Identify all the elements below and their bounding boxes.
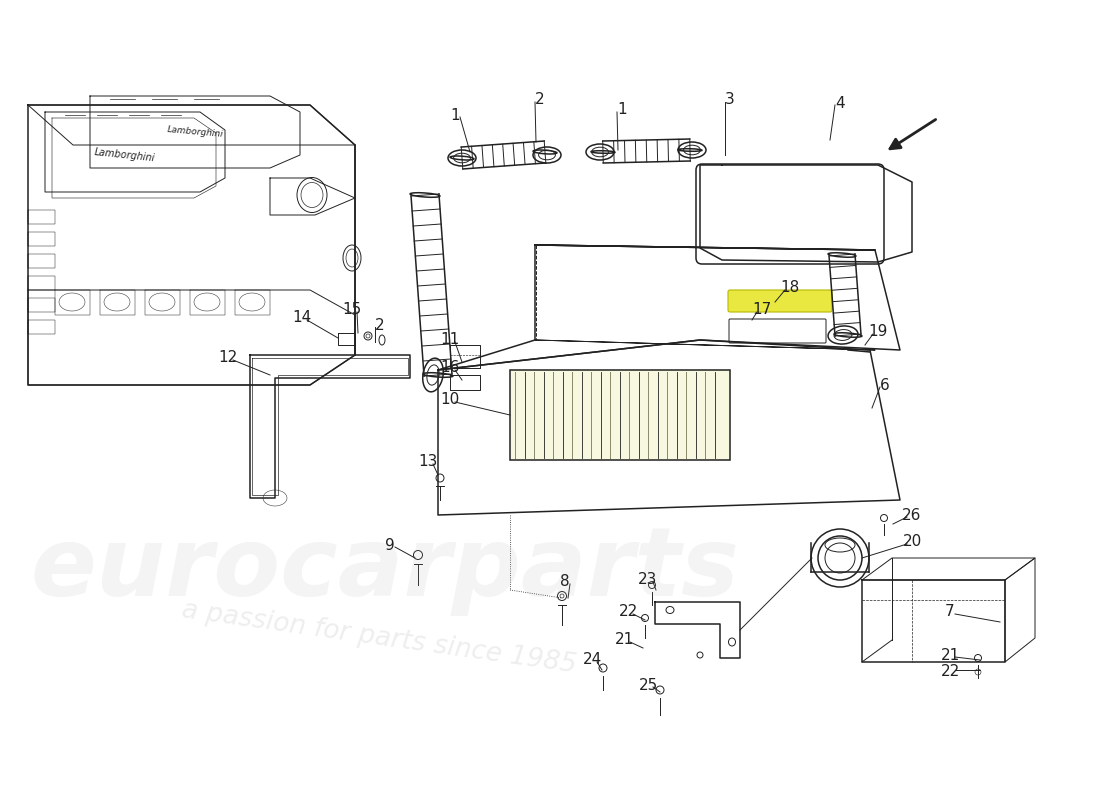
Text: 16: 16 (440, 361, 460, 375)
Text: 22: 22 (940, 665, 959, 679)
Text: 6: 6 (880, 378, 890, 393)
Text: 21: 21 (940, 647, 959, 662)
Text: 20: 20 (902, 534, 922, 550)
Text: 11: 11 (440, 333, 460, 347)
Text: 15: 15 (342, 302, 362, 318)
Text: 10: 10 (440, 393, 460, 407)
Text: 25: 25 (638, 678, 658, 693)
Text: 1: 1 (617, 102, 627, 118)
Text: 3: 3 (725, 93, 735, 107)
Text: 12: 12 (219, 350, 238, 366)
Text: 22: 22 (618, 605, 638, 619)
Text: Lamborghini: Lamborghini (166, 125, 223, 139)
Text: 21: 21 (615, 633, 635, 647)
Text: 14: 14 (293, 310, 311, 326)
Text: a passion for parts since 1985: a passion for parts since 1985 (180, 598, 579, 678)
Text: 18: 18 (780, 281, 800, 295)
Text: 1: 1 (450, 107, 460, 122)
Text: 13: 13 (418, 454, 438, 470)
Text: 8: 8 (560, 574, 570, 590)
Text: eurocarparts: eurocarparts (30, 523, 739, 617)
Text: 2: 2 (536, 93, 544, 107)
Text: 26: 26 (902, 507, 922, 522)
Text: 17: 17 (752, 302, 771, 318)
Text: 7: 7 (945, 605, 955, 619)
Text: 2: 2 (375, 318, 385, 333)
Bar (510, 370, 730, 460)
FancyBboxPatch shape (728, 290, 832, 312)
Text: 9: 9 (385, 538, 395, 553)
Text: Lamborghini: Lamborghini (95, 147, 156, 163)
Text: 4: 4 (835, 95, 845, 110)
Text: 19: 19 (868, 325, 888, 339)
Text: 24: 24 (582, 653, 602, 667)
Text: 23: 23 (638, 573, 658, 587)
